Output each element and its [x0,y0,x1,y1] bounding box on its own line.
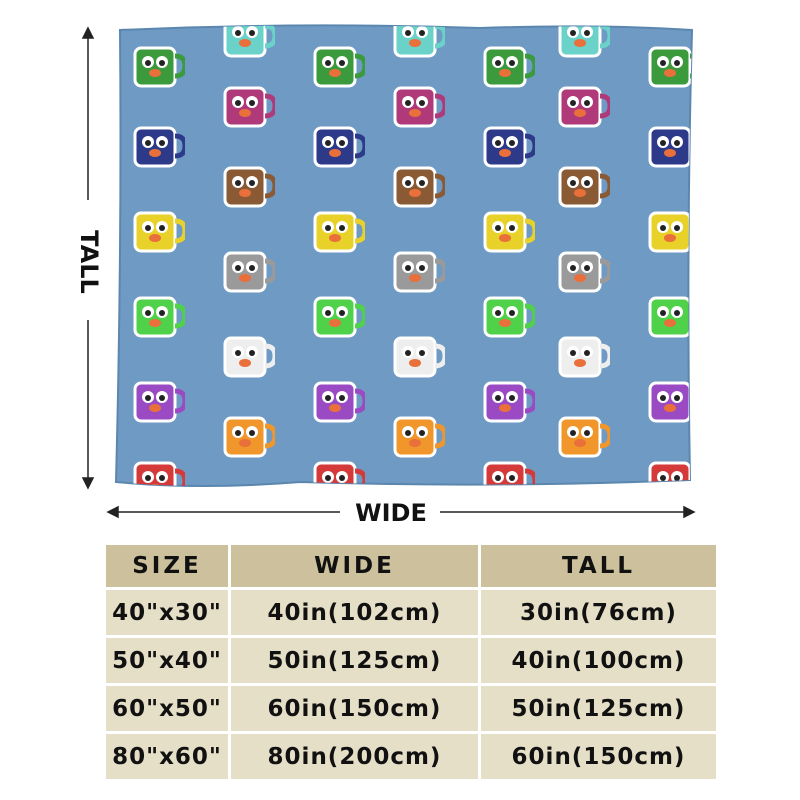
cell: 40in(100cm) [481,638,716,683]
cell: 80"x60" [106,734,228,779]
cell: 50"x40" [106,638,228,683]
cell: 50in(125cm) [231,638,478,683]
cell: 80in(200cm) [231,734,478,779]
arrowheads [81,26,95,490]
header-cell: SIZE [106,545,228,587]
mug [650,128,700,166]
header-cell: TALL [481,545,716,587]
header-row: SIZE WIDE TALL [106,545,716,587]
mug [650,213,700,251]
tall-label: TALL [75,230,103,294]
size-table: SIZE WIDE TALL 40"x30" 40in(102cm) 30in(76… [103,542,719,782]
cell: 60"x50" [106,686,228,731]
row: 40"x30" 40in(102cm) 30in(76cm) [106,590,716,635]
row: 80"x60" 80in(200cm) 60in(150cm) [106,734,716,779]
row: 50"x40" 50in(125cm) 40in(100cm) [106,638,716,683]
header-cell: WIDE [231,545,478,587]
mug [650,298,700,336]
cell: 60in(150cm) [231,686,478,731]
wide-label: WIDE [355,499,427,527]
arrowheads [106,505,696,519]
mug [650,48,700,86]
cell: 50in(125cm) [481,686,716,731]
cell: 40in(102cm) [231,590,478,635]
mug [650,383,700,421]
cell: 60in(150cm) [481,734,716,779]
row: 60"x50" 60in(150cm) 50in(125cm) [106,686,716,731]
cell: 40"x30" [106,590,228,635]
cell: 30in(76cm) [481,590,716,635]
dimension-arrows [81,26,696,519]
blanket-illustration: TALL WIDE [75,24,700,527]
